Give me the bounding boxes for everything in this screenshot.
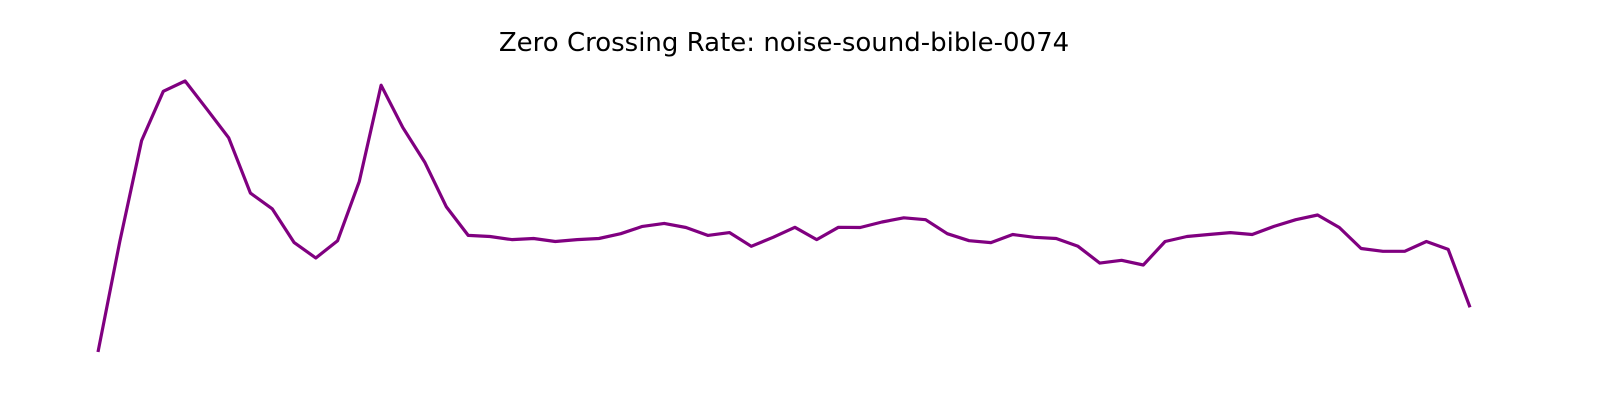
chart-title: Zero Crossing Rate: noise-sound-bible-00… (499, 28, 1069, 58)
zcr-series-line (96, 79, 1472, 353)
plot-area (96, 79, 1472, 353)
